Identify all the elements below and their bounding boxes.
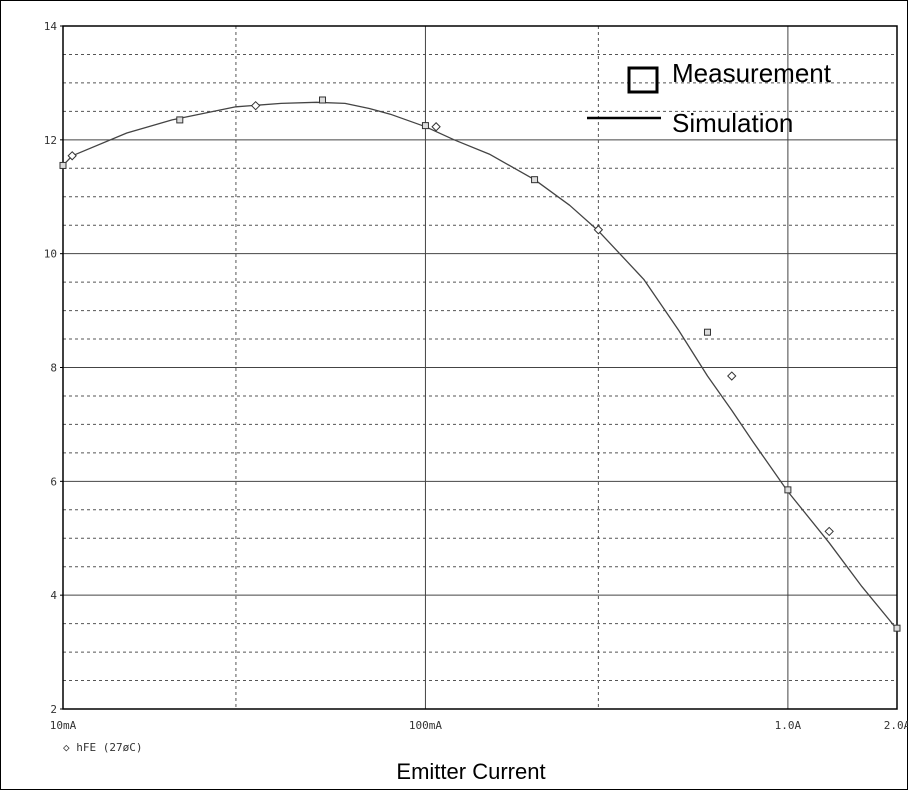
x-tick-label: 100mA — [409, 719, 442, 732]
measurement-point — [59, 161, 67, 169]
y-tick-label: 12 — [44, 134, 57, 147]
hfe-point — [250, 100, 261, 111]
trace-legend-label: ◇ hFE (27øC) — [63, 741, 142, 754]
measurement-point — [531, 176, 539, 184]
legend-measurement-label: Measurement — [672, 58, 832, 88]
legend: Measurement Simulation — [587, 58, 832, 138]
hfe-point — [593, 225, 604, 235]
x-tick-label: 1.0A — [775, 719, 802, 732]
measurement-point — [319, 96, 327, 104]
hfe-point — [431, 122, 441, 132]
simulation-line — [62, 101, 898, 630]
measurement-point — [893, 624, 901, 632]
hfe-point — [67, 151, 77, 161]
legend-square-icon — [627, 66, 659, 94]
measurement-point — [703, 328, 711, 336]
measurement-point — [421, 122, 429, 130]
measurement-point — [176, 116, 184, 124]
x-tick-label: 10mA — [50, 719, 77, 732]
y-tick-label: 14 — [44, 20, 58, 33]
hfe-point — [824, 526, 834, 537]
hfe-point — [727, 371, 737, 381]
y-tick-label: 10 — [44, 248, 57, 261]
grid — [62, 25, 898, 710]
y-tick-labels: 2 4 6 8 10 12 14 — [44, 20, 63, 716]
y-tick-label: 2 — [50, 703, 57, 716]
x-tick-labels: 10mA 100mA 1.0A 2.0A — [50, 719, 908, 732]
legend-simulation-label: Simulation — [672, 108, 793, 138]
y-tick-label: 8 — [50, 362, 57, 375]
y-tick-label: 4 — [50, 589, 57, 602]
x-axis-label: Emitter Current — [396, 759, 545, 784]
x-tick-label: 2.0A — [884, 719, 908, 732]
y-tick-label: 6 — [50, 475, 57, 488]
trace-legend: ◇ hFE (27øC) — [63, 741, 142, 754]
series-layer — [59, 96, 901, 632]
measurement-point — [784, 486, 792, 494]
